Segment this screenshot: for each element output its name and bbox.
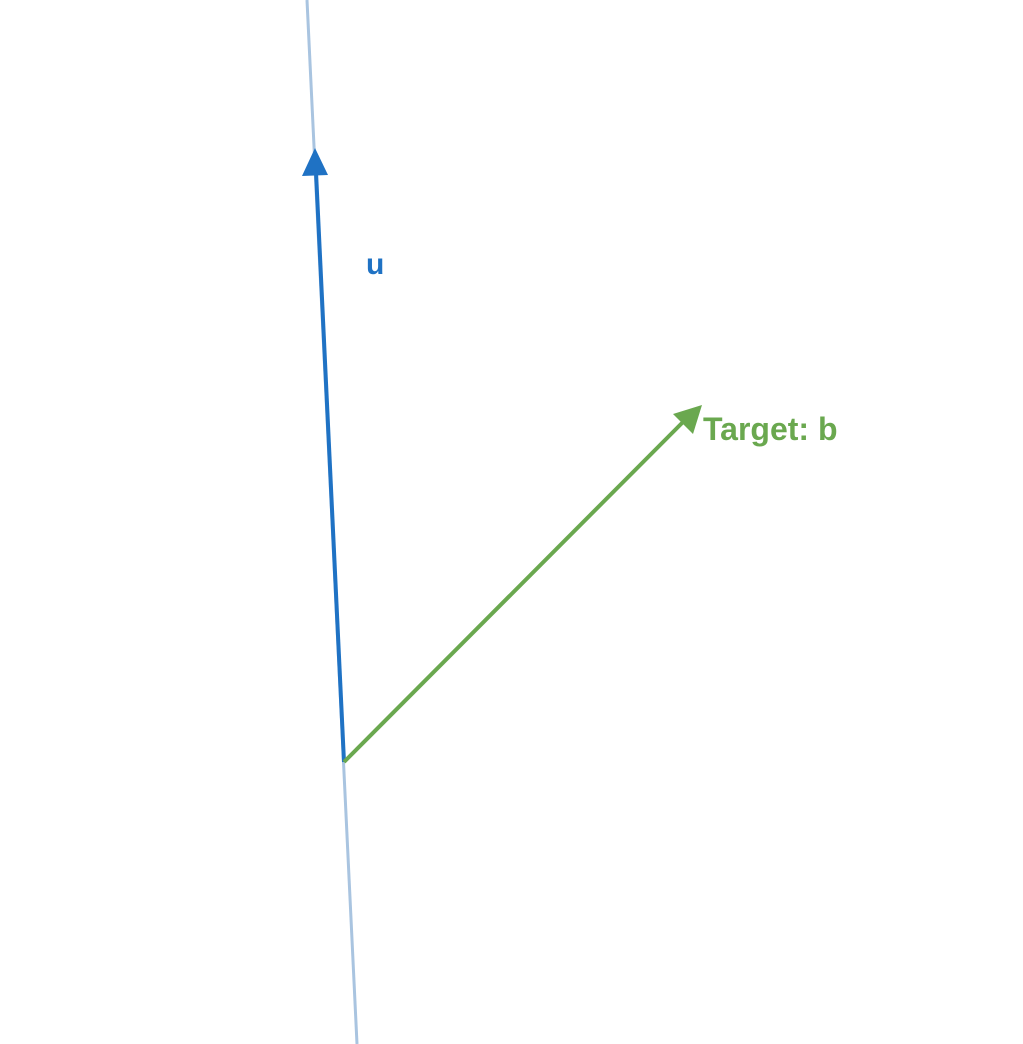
vector-u-label: u	[366, 248, 384, 281]
vector-u-arrowhead	[302, 148, 328, 176]
vector-b-arrowhead	[673, 405, 702, 434]
vector-u-shaft	[314, 171, 346, 763]
vector-b-label: Target: b	[703, 411, 838, 447]
vector-b-shaft	[342, 417, 688, 764]
